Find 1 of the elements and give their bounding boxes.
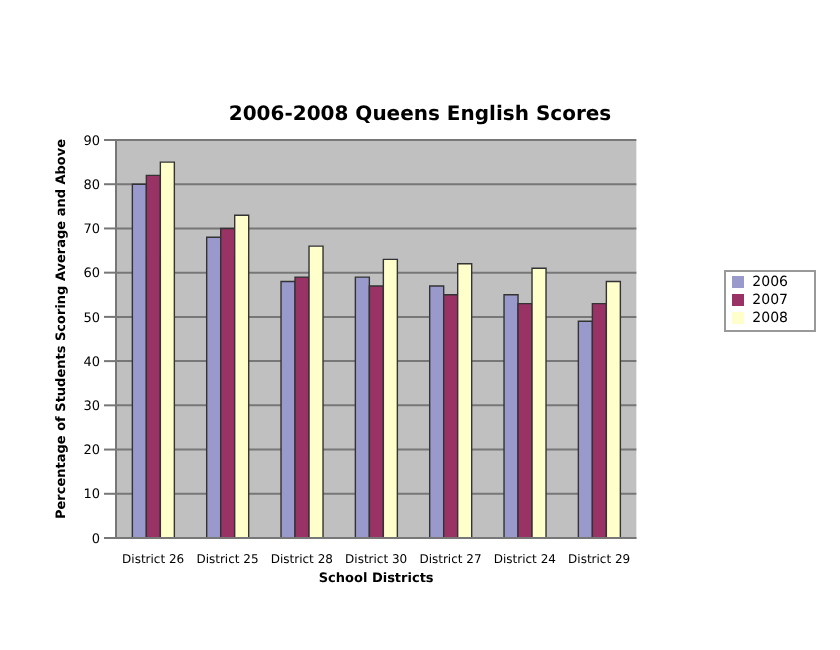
chart-title: 2006-2008 Queens English Scores [226, 104, 614, 126]
